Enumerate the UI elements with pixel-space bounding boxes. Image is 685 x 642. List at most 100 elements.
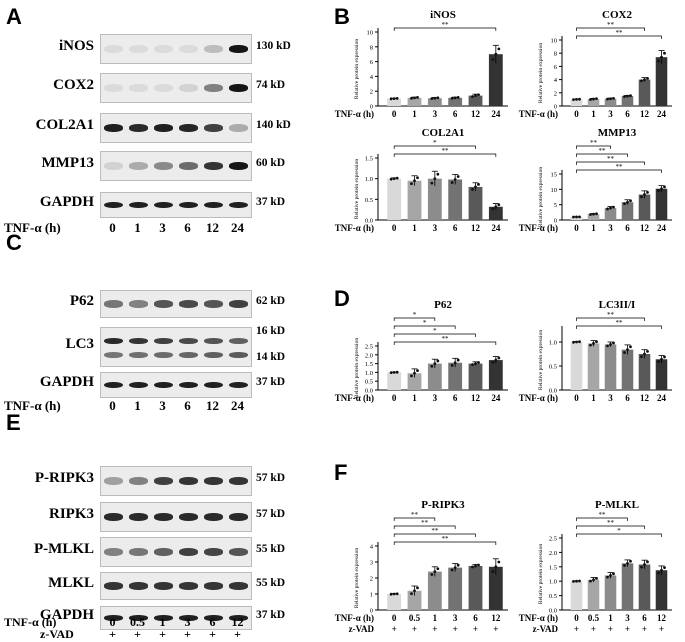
chart-5-xtick-1: 1 xyxy=(591,393,596,403)
chart-6-zvad-1: + xyxy=(412,624,417,634)
chart-6-point-2-1 xyxy=(433,570,437,573)
chart-3-ylabel: Relative protein expression xyxy=(538,167,544,227)
chart-1-sig-1 xyxy=(576,35,662,39)
chart-4-point-1-2 xyxy=(416,369,419,373)
chart-6-sig-label-1: ** xyxy=(421,519,429,527)
blot-a-band-0-1 xyxy=(128,45,149,53)
chart-7-xtick-5: 12 xyxy=(657,613,667,623)
chart-0-ytick-label-3: 6 xyxy=(370,59,374,66)
blot-e-lane-5: 12 xyxy=(231,615,244,629)
chart-7-point-0-1 xyxy=(575,579,578,583)
chart-2-xtick-4: 12 xyxy=(471,223,481,233)
chart-7-title: P-MLKL xyxy=(595,499,639,511)
chart-5-xlabel: TNF-α (h) xyxy=(519,393,558,403)
blot-a-kd-4: 37 kD xyxy=(256,196,286,208)
chart-3-point-2-1 xyxy=(609,206,612,210)
chart-3-point-1-1 xyxy=(592,212,595,216)
blot-c-band-2-0 xyxy=(103,381,124,389)
blot-e-zvad-plus-3: + xyxy=(184,627,191,641)
blot-e-band-3-0 xyxy=(103,582,124,590)
blot-e-band-3-4 xyxy=(203,582,224,590)
blot-c-lane-2: 3 xyxy=(159,398,166,413)
blot-a-band-3-5 xyxy=(228,162,249,170)
blot-c-kd-0: 62 kD xyxy=(256,295,286,307)
chart-7-zvad-5: + xyxy=(659,624,664,634)
chart-0-point-2-1 xyxy=(433,96,437,100)
chart-0-point-0-2 xyxy=(395,96,399,100)
chart-3-ytick-label-0: 0 xyxy=(554,218,557,225)
chart-3-point-3-0 xyxy=(623,202,626,206)
blot-e-band-3-2 xyxy=(153,582,174,590)
chart-2-point-0-0 xyxy=(389,177,393,181)
blot-a-band-3-1 xyxy=(128,162,149,170)
chart-4-point-4-0 xyxy=(471,363,474,367)
chart-4-sig-label-2: * xyxy=(433,327,437,335)
blot-a-band-3-2 xyxy=(153,162,174,170)
blot-e-band-3-3 xyxy=(178,582,199,590)
blot-a-band-4-0 xyxy=(103,201,124,209)
chart-2-sig-label-1: ** xyxy=(442,147,450,155)
chart-3-point-3-1 xyxy=(626,200,629,204)
chart-4-bar-3 xyxy=(448,362,463,390)
chart-3-point-3-2 xyxy=(629,199,632,203)
chart-3-sig-label-2: ** xyxy=(607,155,615,163)
chart-3-xtick-3: 6 xyxy=(625,223,630,233)
chart-0-point-4-2 xyxy=(477,93,480,97)
chart-7-sig-label-1: ** xyxy=(607,519,615,527)
chart-1-xtick-5: 24 xyxy=(657,109,667,119)
chart-6-point-0-0 xyxy=(389,592,393,596)
chart-1-xtick-2: 3 xyxy=(608,109,613,119)
chart-1-sig-0 xyxy=(576,27,645,31)
blot-a-band-4-2 xyxy=(153,201,174,209)
blot-c-strip-0 xyxy=(100,290,252,318)
chart-0-point-2-0 xyxy=(430,97,434,101)
blot-e-zvad-plus-2: + xyxy=(159,627,166,641)
chart-7-sig-0 xyxy=(576,517,628,521)
chart-6-point-5-1 xyxy=(494,565,498,569)
chart-5-xtick-3: 6 xyxy=(625,393,630,403)
panel-letter-c: C xyxy=(6,230,22,255)
blot-c-band-1-1 xyxy=(128,337,149,344)
chart-7-point-4-2 xyxy=(646,560,649,564)
blot-c-strip-1 xyxy=(100,327,252,367)
blot-a-strip-0 xyxy=(100,34,252,64)
chart-4-ytick-label-4: 2.0 xyxy=(365,352,373,359)
chart-1-sig-label-0: ** xyxy=(607,21,615,29)
panel-letter-a: A xyxy=(6,4,22,29)
chart-3-bar-0 xyxy=(570,216,583,220)
blot-e-band-2-2 xyxy=(153,548,174,556)
chart-1-ytick-label-1: 2 xyxy=(554,90,557,97)
chart-1-bar-3 xyxy=(621,96,634,106)
chart-1-xtick-3: 6 xyxy=(625,109,630,119)
blot-c-band2-1-5 xyxy=(228,351,249,358)
blot-a-label-4: GAPDH xyxy=(39,194,94,210)
chart-7-bar-2 xyxy=(604,575,617,610)
chart-0-point-4-0 xyxy=(471,95,474,98)
chart-7-point-5-1 xyxy=(660,568,663,572)
blot-e-lane-1: 0.5 xyxy=(130,615,145,629)
blot-a-band-1-4 xyxy=(203,84,224,92)
chart-1-point-2-1 xyxy=(609,97,612,101)
blot-c-band-0-0 xyxy=(103,300,124,308)
chart-6-ytick-label-2: 2 xyxy=(370,576,373,583)
blot-e-label-2: P-MLKL xyxy=(34,541,94,557)
blot-a-label-0: iNOS xyxy=(58,38,94,54)
chart-7-point-1-2 xyxy=(595,576,598,580)
chart-0-bar-3 xyxy=(448,97,463,106)
chart-0-point-1-2 xyxy=(416,96,419,99)
blot-e-band-2-5 xyxy=(228,548,249,556)
chart-0-xlabel: TNF-α (h) xyxy=(335,109,374,119)
chart-3-bar-5 xyxy=(655,188,668,220)
chart-0-point-0-1 xyxy=(392,97,396,100)
chart-7-point-2-0 xyxy=(606,575,609,579)
chart-6-ytick-label-4: 4 xyxy=(370,544,374,551)
chart-4-sig-label-1: * xyxy=(423,319,427,327)
blot-c-band-2-3 xyxy=(178,381,199,389)
chart-2-point-0-2 xyxy=(395,176,399,180)
chart-6-point-3-1 xyxy=(453,566,457,569)
blot-a-label-1: COX2 xyxy=(53,77,94,93)
blot-e-zvad-plus-1: + xyxy=(134,627,141,641)
blot-e-band-0-5 xyxy=(228,477,249,485)
